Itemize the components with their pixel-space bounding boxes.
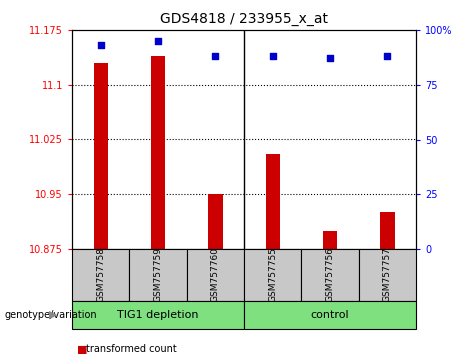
Text: ▶: ▶ xyxy=(49,310,58,320)
Point xyxy=(212,53,219,59)
Point xyxy=(384,53,391,59)
Text: GSM757758: GSM757758 xyxy=(96,247,105,303)
Bar xyxy=(94,63,108,249)
Bar xyxy=(72,249,130,301)
Title: GDS4818 / 233955_x_at: GDS4818 / 233955_x_at xyxy=(160,12,328,26)
Bar xyxy=(359,249,416,301)
Bar xyxy=(151,56,165,249)
Bar xyxy=(266,154,280,249)
Text: control: control xyxy=(311,310,349,320)
Bar xyxy=(380,212,395,249)
Point xyxy=(326,56,334,61)
Text: transformed count: transformed count xyxy=(86,344,177,354)
Text: genotype/variation: genotype/variation xyxy=(5,310,97,320)
Point xyxy=(154,38,162,44)
Bar xyxy=(208,194,223,249)
Point xyxy=(269,53,276,59)
Point xyxy=(97,42,104,48)
Bar xyxy=(301,249,359,301)
Text: GSM757759: GSM757759 xyxy=(154,247,162,303)
Text: GSM757755: GSM757755 xyxy=(268,247,277,303)
Bar xyxy=(130,249,187,301)
Bar xyxy=(72,301,244,329)
Text: TIG1 depletion: TIG1 depletion xyxy=(117,310,199,320)
Text: GSM757756: GSM757756 xyxy=(325,247,335,303)
Bar xyxy=(323,231,337,249)
Bar xyxy=(244,249,301,301)
Text: GSM757760: GSM757760 xyxy=(211,247,220,303)
Text: GSM757757: GSM757757 xyxy=(383,247,392,303)
Text: ■: ■ xyxy=(77,344,87,354)
Bar xyxy=(244,301,416,329)
Bar xyxy=(187,249,244,301)
